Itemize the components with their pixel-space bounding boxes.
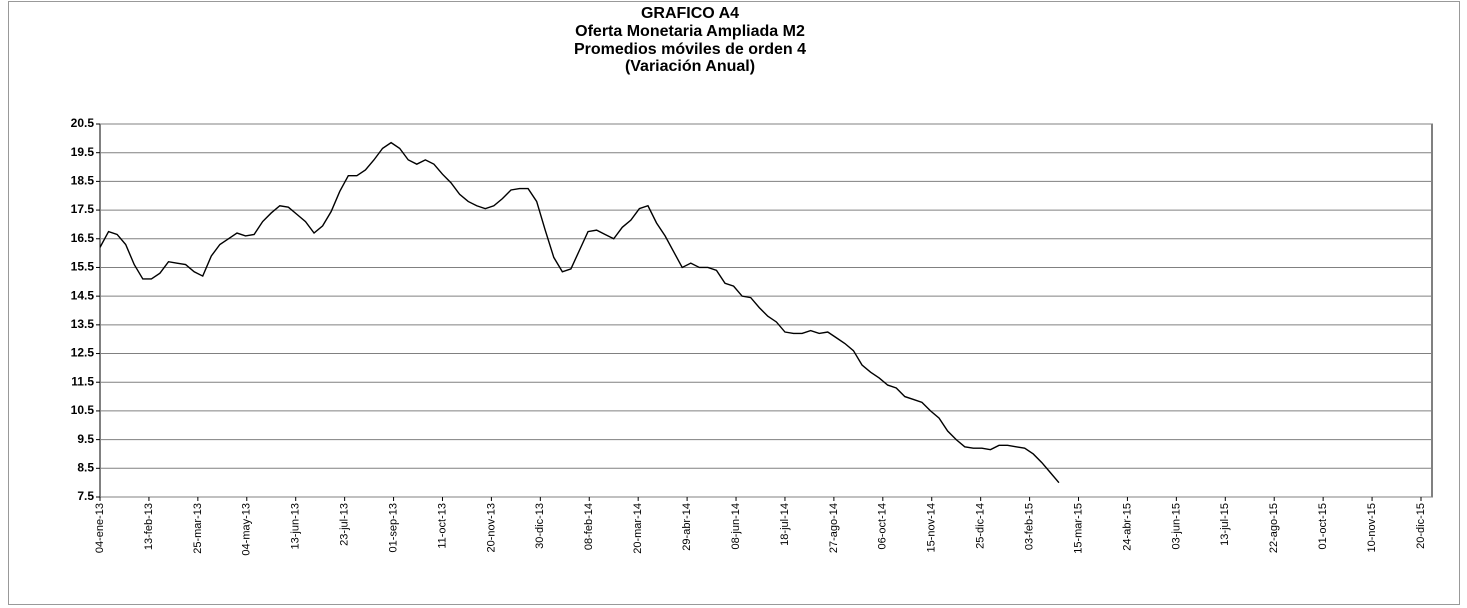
x-tick-label: 03-jun-15 [1170, 503, 1182, 549]
x-tick-label: 20-nov-13 [485, 503, 497, 553]
y-tick-label: 13.5 [71, 317, 95, 331]
x-tick-label: 13-jul-15 [1219, 503, 1231, 546]
x-tick-label: 06-oct-14 [877, 503, 889, 549]
y-tick-label: 20.5 [71, 116, 95, 130]
y-tick-label: 11.5 [71, 374, 94, 388]
y-tick-label: 18.5 [71, 174, 95, 188]
y-tick-label: 9.5 [77, 432, 94, 446]
y-tick-label: 17.5 [71, 202, 95, 216]
x-tick-label: 03-feb-15 [1023, 503, 1035, 550]
x-tick-label: 18-jul-14 [779, 503, 791, 546]
x-tick-label: 13-jun-13 [290, 503, 302, 549]
plot-area [99, 123, 1433, 498]
x-tick-label: 10-nov-15 [1366, 503, 1378, 553]
x-tick-label: 27-ago-14 [828, 503, 840, 553]
x-tick-label: 25-dic-14 [975, 503, 987, 549]
chart-title: GRAFICO A4 [641, 5, 739, 22]
y-tick-label: 16.5 [71, 231, 95, 245]
x-tick-label: 20-dic-15 [1415, 503, 1427, 549]
y-tick-label: 19.5 [71, 145, 95, 159]
x-tick-label: 04-may-13 [241, 503, 253, 556]
chart-subtitle: (Variación Anual) [625, 58, 755, 75]
x-tick-label: 25-mar-13 [192, 503, 204, 554]
y-tick-label: 8.5 [77, 460, 94, 474]
x-tick-label: 11-oct-13 [436, 503, 448, 549]
x-tick-label: 01-sep-13 [387, 503, 399, 553]
x-tick-label: 30-dic-13 [534, 503, 546, 549]
x-tick-label: 24-abr-15 [1121, 503, 1133, 551]
x-tick-label: 23-jul-13 [339, 503, 351, 546]
data-line [99, 141, 1060, 484]
chart-subtitle: Promedios móviles de orden 4 [574, 41, 806, 58]
y-tick-label: 10.5 [71, 403, 95, 417]
x-tick-label: 08-feb-14 [583, 503, 595, 550]
x-tick-label: 15-nov-14 [926, 503, 938, 553]
x-tick-label: 13-feb-13 [143, 503, 155, 550]
x-tick-label: 15-mar-15 [1072, 503, 1084, 554]
y-tick-label: 14.5 [71, 288, 95, 302]
x-tick-label: 20-mar-14 [632, 503, 644, 554]
x-tick-label: 01-oct-15 [1317, 503, 1329, 549]
x-tick-label: 04-ene-13 [94, 503, 106, 553]
x-tick-label: 08-jun-14 [730, 503, 742, 549]
y-tick-label: 12.5 [71, 346, 95, 360]
x-tick-label: 29-abr-14 [681, 503, 693, 551]
chart-subtitle: Oferta Monetaria Ampliada M2 [575, 23, 805, 40]
y-tick-label: 7.5 [77, 489, 94, 503]
x-tick-label: 22-ago-15 [1268, 503, 1280, 553]
y-tick-label: 15.5 [71, 260, 95, 274]
